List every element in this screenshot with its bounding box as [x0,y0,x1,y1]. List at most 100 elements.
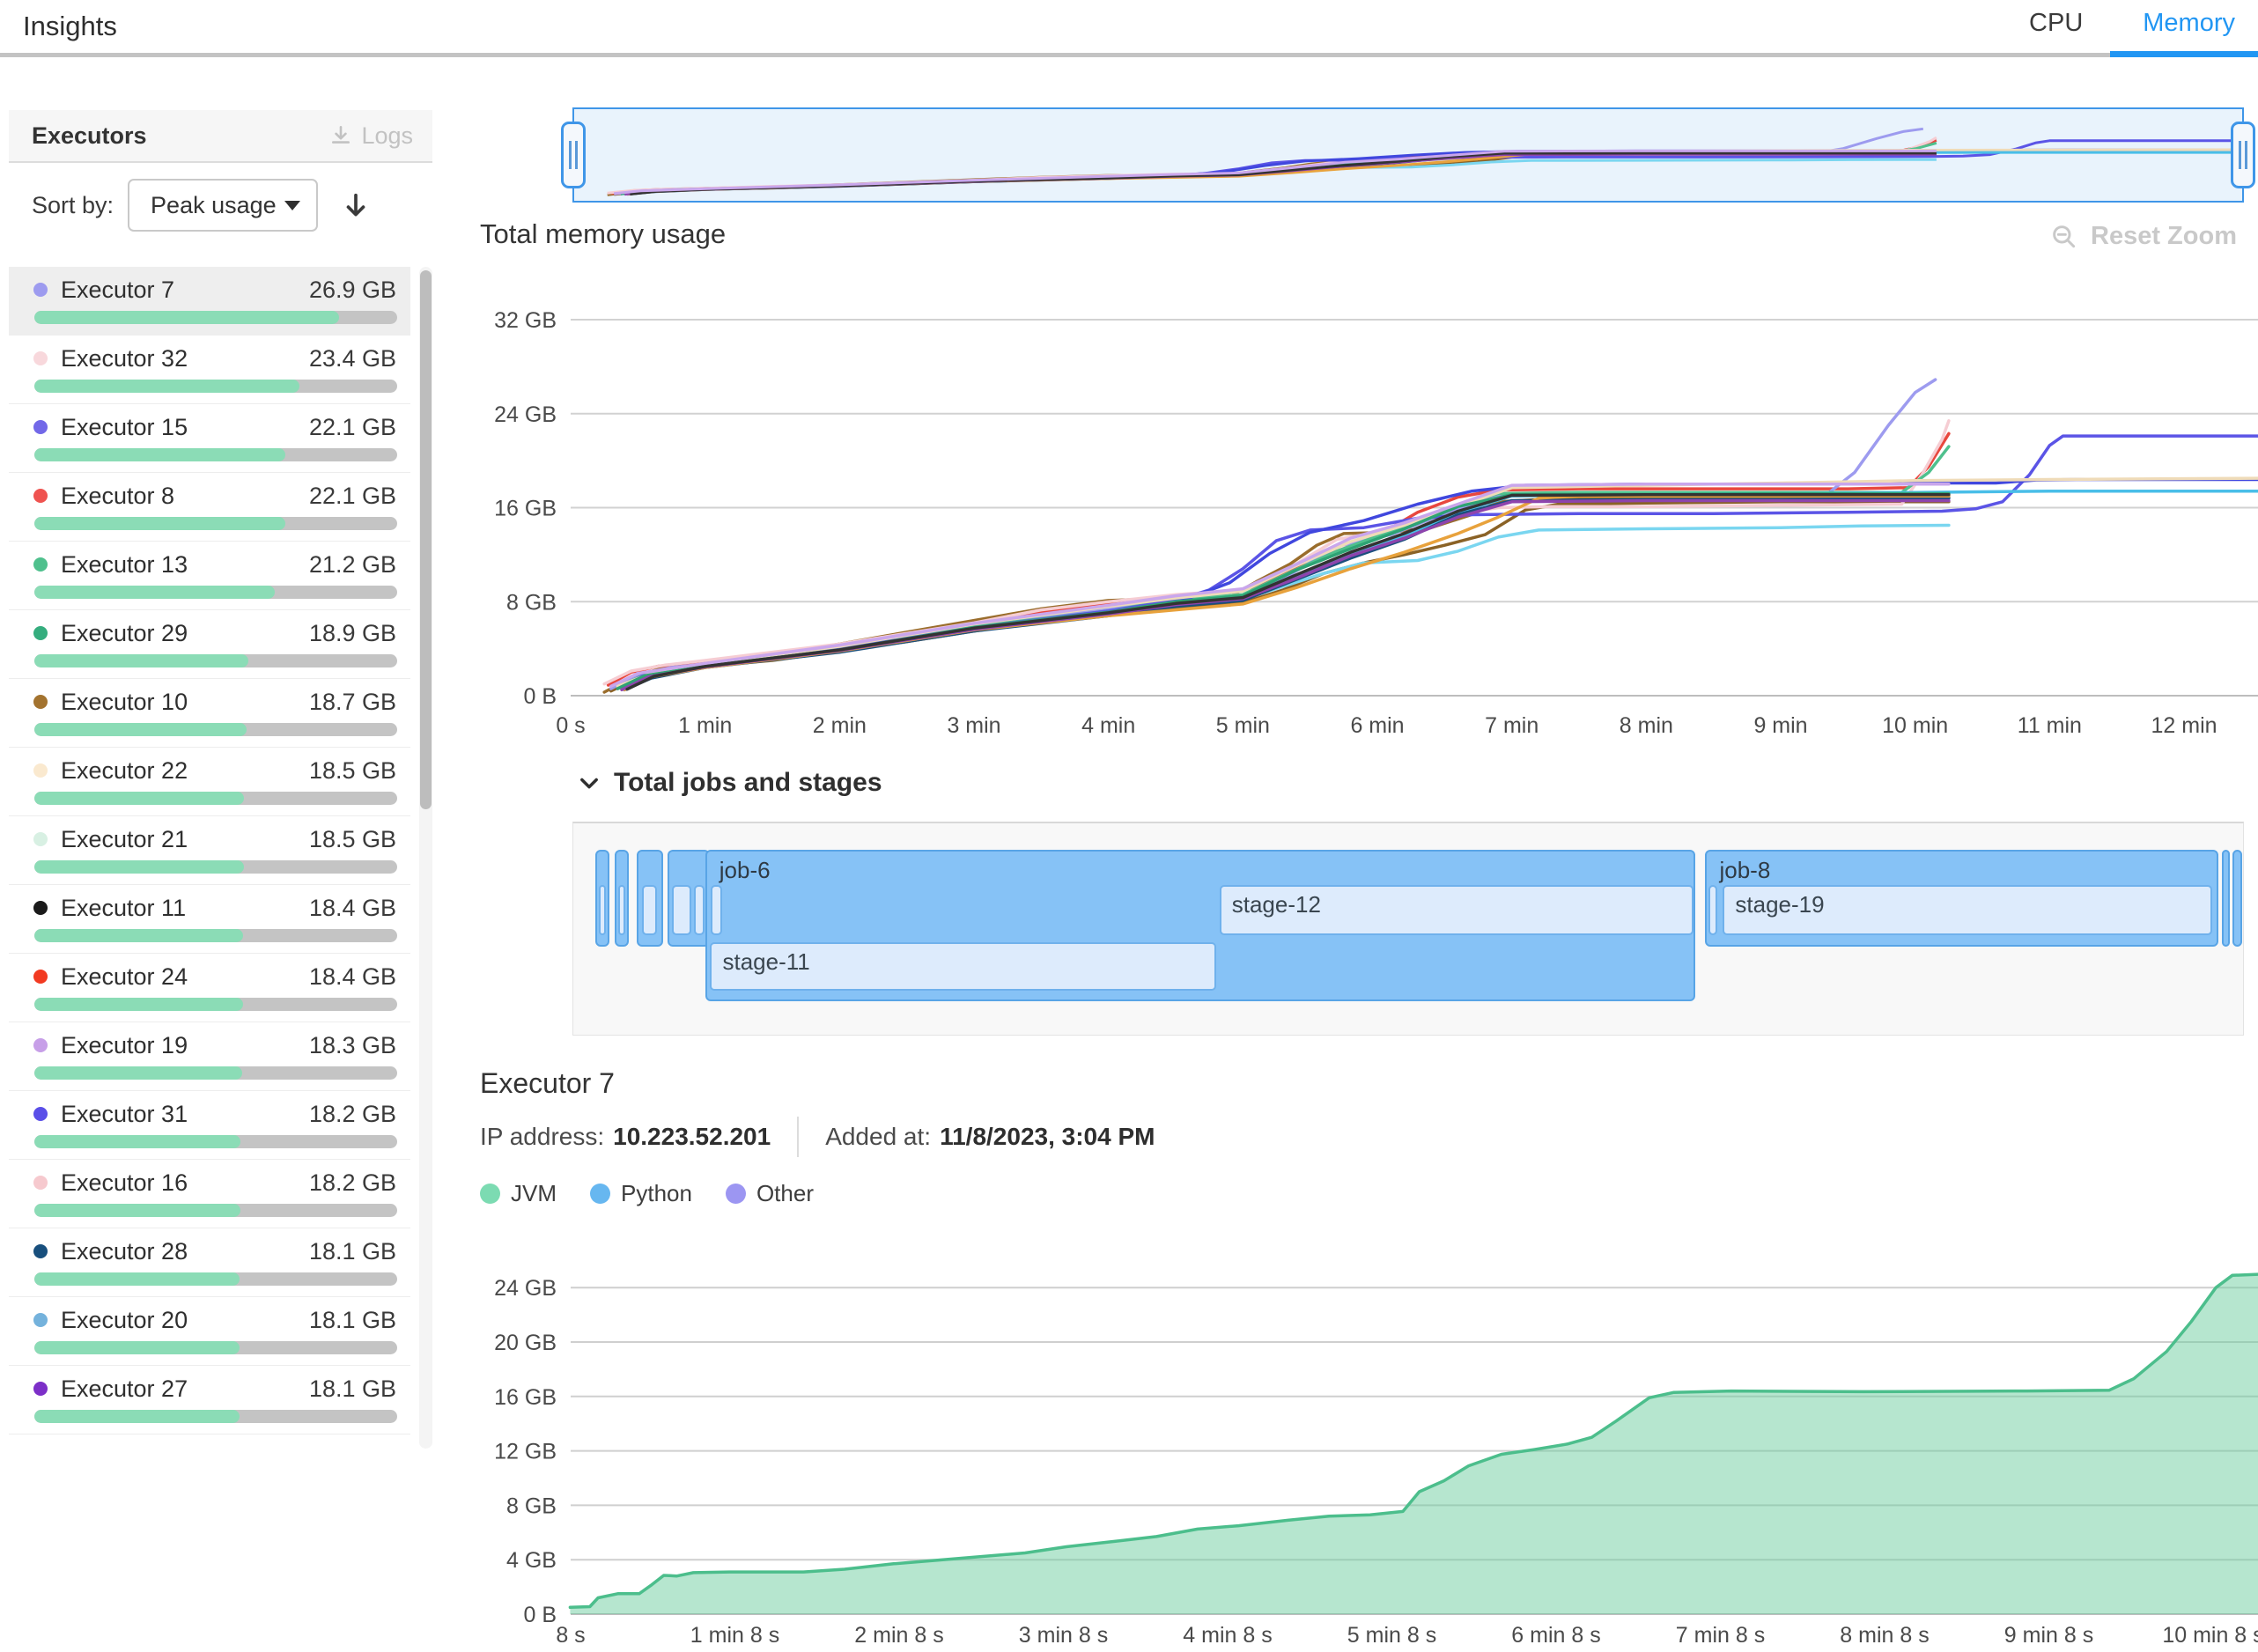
stage-block-stage-11[interactable]: stage-11 [710,942,1216,991]
executor-row[interactable]: Executor 15 22.1 GB [9,404,410,473]
tab-memory[interactable]: Memory [2143,9,2235,37]
executor-peak-value: 18.1 GB [308,1375,396,1402]
stage-block[interactable] [642,885,657,935]
executor-usage-bar-fill [34,1135,241,1148]
executor-usage-bar [34,654,397,667]
executor-peak-value: 21.2 GB [308,550,396,578]
executor-usage-bar [34,723,397,736]
executor-row[interactable]: Executor 31 18.2 GB [9,1091,410,1160]
executor-row[interactable]: Executor 19 18.3 GB [9,1022,410,1091]
stage-block-stage-12[interactable]: stage-12 [1219,885,1694,935]
executor-name: Executor 11 [61,894,187,921]
executor-peak-value: 23.4 GB [308,344,396,372]
executor-list-scrollbar[interactable] [419,267,432,1449]
executor-row[interactable]: Executor 7 26.9 GB [9,267,410,336]
time-range-brush[interactable] [561,107,2255,203]
executor-name: Executor 8 [61,482,175,509]
executor-usage-bar [34,1341,397,1354]
stage-block[interactable] [710,885,723,935]
svg-text:8 GB: 8 GB [506,1493,557,1518]
executor-row[interactable]: Executor 32 23.4 GB [9,336,410,404]
executor-usage-bar-fill [34,311,340,324]
reset-zoom-label: Reset Zoom [2091,222,2237,250]
svg-text:16 GB: 16 GB [494,497,557,521]
sort-direction-button[interactable] [341,190,371,220]
executor-usage-bar [34,792,397,805]
executor-color-dot [33,1176,48,1190]
stage-block[interactable] [1708,885,1718,935]
executor-usage-bar [34,998,397,1011]
tab-cpu[interactable]: CPU [2029,9,2084,37]
executor-color-dot [33,695,48,709]
logs-label: Logs [361,122,413,149]
stage-block[interactable] [672,885,692,935]
jobs-section-toggle[interactable]: Total jobs and stages [577,768,882,798]
sort-select[interactable]: Peak usage [128,179,319,232]
arrow-down-icon [346,193,365,217]
executor-peak-value: 18.1 GB [308,1237,396,1265]
executor-usage-bar-fill [34,1204,241,1217]
svg-text:1 min 8 s: 1 min 8 s [690,1623,779,1648]
job-block[interactable] [2221,850,2231,947]
executor-row[interactable]: Executor 28 18.1 GB [9,1228,410,1297]
executor-color-dot [33,1244,48,1258]
svg-text:10 min 8 s: 10 min 8 s [2162,1623,2258,1648]
executor-color-dot [33,557,48,572]
legend-item-other[interactable]: Other [725,1180,814,1207]
executor-color-dot [33,901,48,915]
stage-block[interactable] [598,885,606,935]
brush-handle-left[interactable] [561,122,586,188]
executor-color-dot [33,420,48,434]
svg-text:9 min 8 s: 9 min 8 s [2004,1623,2093,1648]
legend-item-python[interactable]: Python [590,1180,692,1207]
legend-item-jvm[interactable]: JVM [480,1180,557,1207]
executor-usage-bar-fill [34,654,249,667]
stage-label: stage-11 [722,948,810,975]
job-block[interactable] [2232,850,2242,947]
executor-memory-area-chart: 0 B 4 GB 8 GB 12 GB 16 GB 20 GB 24 GB 8 s 1 min … [494,1272,2258,1648]
executor-color-dot [33,489,48,503]
executor-row[interactable]: Executor 8 22.1 GB [9,473,410,542]
chevron-down-icon [284,200,301,210]
executor-name: Executor 32 [61,344,188,372]
executor-row[interactable]: Executor 22 18.5 GB [9,748,410,816]
legend-label: Other [756,1180,814,1206]
scrollbar-thumb[interactable] [420,270,432,809]
executor-peak-value: 22.1 GB [308,413,396,440]
svg-text:2 min: 2 min [813,713,867,738]
active-tab-underline [2110,51,2258,57]
jobs-stages-gantt: job-6 stage-12 stage-11 job-8 stage-19 [572,822,2244,1036]
executor-row[interactable]: Executor 21 18.5 GB [9,816,410,885]
executor-row[interactable]: Executor 10 18.7 GB [9,679,410,748]
executor-usage-bar [34,929,397,942]
svg-text:4 GB: 4 GB [506,1548,557,1573]
executor-row[interactable]: Executor 29 18.9 GB [9,610,410,679]
stage-block[interactable] [617,885,625,935]
executor-color-dot [33,283,48,297]
executor-row-line: Executor 27 18.1 GB [33,1374,396,1404]
executor-row-line: Executor 15 22.1 GB [33,412,396,442]
stage-block[interactable] [693,885,705,935]
svg-text:12 GB: 12 GB [494,1440,557,1464]
reset-zoom-button[interactable]: Reset Zoom [2050,222,2237,251]
executor-name: Executor 19 [61,1031,188,1058]
job-label: job-6 [719,857,771,883]
logs-button[interactable]: Logs [329,122,413,150]
executor-row[interactable]: Executor 13 21.2 GB [9,542,410,610]
executor-peak-value: 18.9 GB [308,619,396,646]
executor-row[interactable]: Executor 24 18.4 GB [9,954,410,1022]
executor-name: Executor 21 [61,825,188,852]
stage-block-stage-19[interactable]: stage-19 [1723,885,2212,935]
executor-name: Executor 28 [61,1237,188,1265]
executor-row[interactable]: Executor 16 18.2 GB [9,1160,410,1228]
svg-text:8 s: 8 s [556,1623,585,1648]
svg-text:9 min: 9 min [1753,713,1807,738]
executor-row[interactable]: Executor 27 18.1 GB [9,1366,410,1434]
executor-row[interactable]: Executor 20 18.1 GB [9,1297,410,1366]
stage-label: stage-19 [1735,891,1825,918]
brush-handle-right[interactable] [2231,122,2255,188]
svg-text:7 min 8 s: 7 min 8 s [1676,1623,1765,1648]
executor-usage-bar-fill [34,860,245,874]
executor-row[interactable]: Executor 11 18.4 GB [9,885,410,954]
executor-usage-bar [34,860,397,874]
